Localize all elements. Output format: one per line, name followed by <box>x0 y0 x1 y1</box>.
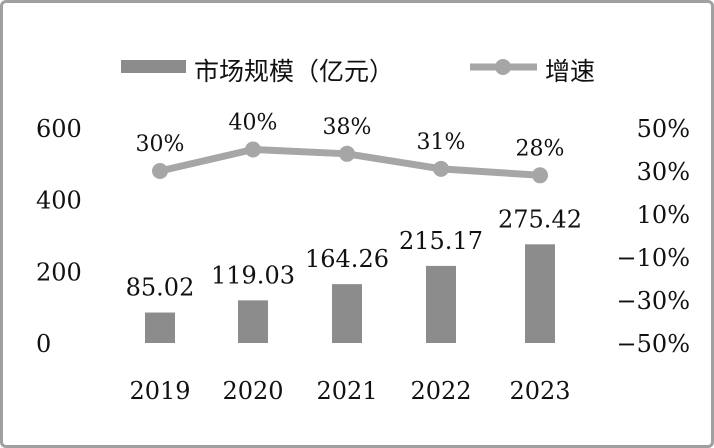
right-axis-tick: −10% <box>617 244 690 272</box>
bar-label: 164.26 <box>305 245 389 273</box>
x-axis-tick: 2019 <box>129 377 190 405</box>
growth-label: 30% <box>136 132 185 157</box>
left-axis-tick: 400 <box>36 187 82 215</box>
growth-label: 28% <box>516 136 565 161</box>
right-axis-tick: 50% <box>637 115 690 143</box>
legend-bar-swatch <box>121 60 186 73</box>
left-axis-tick: 600 <box>36 115 82 143</box>
left-axis-tick: 200 <box>36 258 82 286</box>
bar-2023 <box>525 244 555 343</box>
growth-point-2022 <box>433 160 449 177</box>
growth-point-2020 <box>245 141 261 158</box>
x-axis-tick: 2022 <box>410 377 471 405</box>
legend-bar-label: 市场规模（亿元） <box>194 57 394 86</box>
right-axis-tick: −30% <box>617 287 690 315</box>
growth-point-2023 <box>532 167 548 184</box>
x-axis-tick: 2020 <box>222 377 283 405</box>
bar-label: 85.02 <box>126 274 195 302</box>
growth-label: 31% <box>417 130 466 155</box>
bar-label: 275.42 <box>498 205 582 233</box>
legend-line-label: 增速 <box>545 57 595 86</box>
bar-2021 <box>332 284 362 343</box>
growth-point-2021 <box>339 145 355 162</box>
right-axis-tick: 10% <box>637 201 690 229</box>
growth-label: 38% <box>323 115 372 140</box>
bar-2019 <box>145 312 175 343</box>
bar-2020 <box>238 300 268 343</box>
right-axis-tick: 30% <box>637 158 690 186</box>
growth-point-2019 <box>152 163 168 179</box>
left-axis-tick: 0 <box>36 330 51 358</box>
x-axis-tick: 2023 <box>509 377 570 405</box>
growth-label: 40% <box>229 111 278 136</box>
x-axis-tick: 2021 <box>316 377 377 405</box>
bar-label: 119.03 <box>211 261 295 289</box>
legend-line-marker <box>495 59 511 75</box>
bar-label: 215.17 <box>399 227 483 255</box>
right-axis-tick: −50% <box>617 330 690 358</box>
bar-2022 <box>426 265 456 343</box>
